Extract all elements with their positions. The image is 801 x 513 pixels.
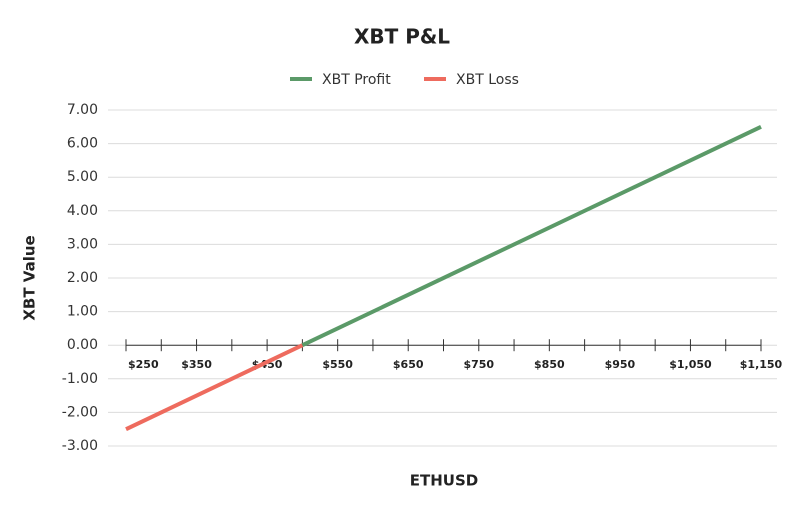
y-tick-label: 1.00 (67, 304, 98, 320)
x-tick-label: $950 (605, 358, 636, 371)
y-tick-label: -2.00 (62, 404, 98, 420)
x-tick-label: $450 (252, 358, 283, 371)
chart-title: XBT P&L (354, 25, 450, 49)
x-tick-label: $550 (322, 358, 353, 371)
y-tick-label: 2.00 (67, 270, 98, 286)
x-tick-label: $1,050 (669, 358, 712, 371)
y-tick-label: 7.00 (67, 102, 98, 118)
x-tick-label: $750 (463, 358, 494, 371)
legend-label: XBT Loss (456, 72, 519, 88)
line-series (301, 124, 762, 348)
y-tick-label: 6.00 (67, 136, 98, 152)
y-tick-label: -1.00 (62, 371, 98, 387)
y-tick-label: 4.00 (67, 203, 98, 219)
x-axis-title: ETHUSD (410, 472, 478, 490)
x-tick-label: $850 (534, 358, 565, 371)
x-tick-label: $250 (128, 358, 159, 371)
line-series (125, 343, 304, 432)
legend-label: XBT Profit (322, 72, 391, 88)
y-tick-label: 0.00 (67, 337, 98, 353)
y-axis-title: XBT Value (21, 235, 39, 320)
x-tick-label: $1,150 (740, 358, 783, 371)
y-tick-label: -3.00 (62, 438, 98, 454)
y-tick-label: 5.00 (67, 169, 98, 185)
x-tick-label: $650 (393, 358, 424, 371)
y-tick-label: 3.00 (67, 236, 98, 252)
x-tick-label: $350 (181, 358, 212, 371)
